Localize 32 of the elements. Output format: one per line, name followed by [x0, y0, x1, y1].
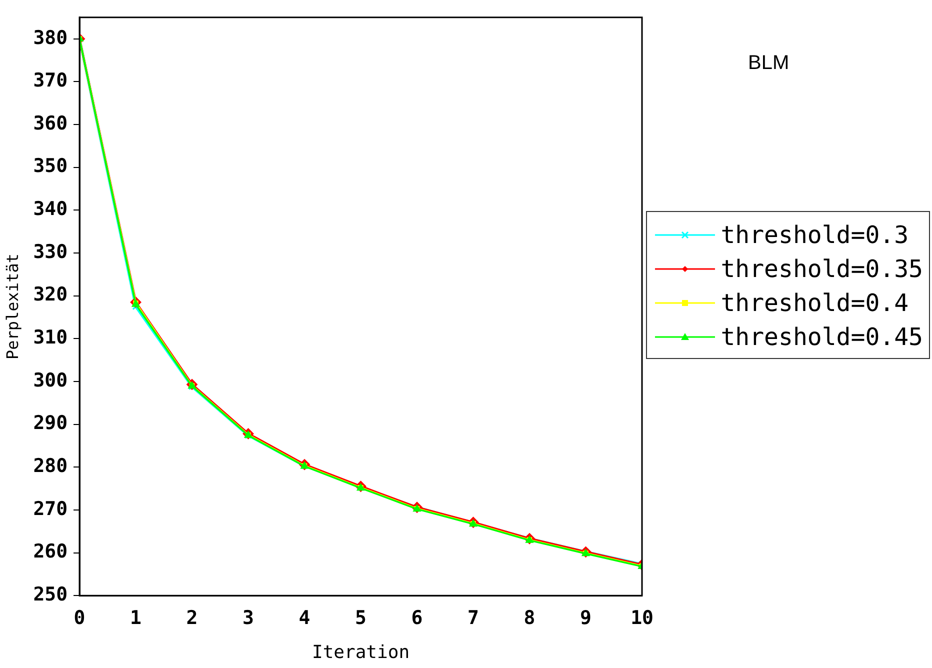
x-tick-label: 10: [630, 606, 654, 629]
x-tick-label: 3: [242, 606, 254, 629]
x-tick-label: 1: [130, 606, 142, 629]
x-tick-label: 2: [186, 606, 198, 629]
y-tick-label: 270: [33, 498, 68, 520]
x-tick-label: 7: [468, 606, 479, 629]
y-tick-label: 250: [33, 584, 68, 606]
x-tick-label: 5: [355, 606, 366, 629]
x-tick-label: 0: [74, 606, 86, 629]
x-tick-label: 4: [298, 606, 310, 629]
y-tick-label: 260: [33, 540, 68, 563]
legend-label: threshold=0.45: [720, 323, 923, 351]
x-tick-label: 8: [524, 606, 536, 629]
y-tick-label: 360: [33, 112, 68, 134]
y-tick-label: 350: [33, 155, 68, 178]
x-tick-label: 6: [411, 606, 423, 629]
x-tick-label: 9: [580, 606, 592, 629]
x-axis-title: Iteration: [312, 642, 410, 663]
legend-label: threshold=0.3: [720, 221, 909, 249]
y-tick-label: 300: [33, 369, 68, 392]
y-tick-label: 330: [33, 240, 68, 263]
y-tick-label: 340: [33, 198, 68, 220]
y-tick-label: 280: [33, 455, 68, 478]
y-tick-label: 290: [33, 412, 68, 434]
y-tick-label: 320: [33, 284, 68, 306]
y-tick-label: 370: [33, 70, 68, 92]
text: BLM: [748, 52, 790, 75]
y-tick-label: 380: [33, 26, 68, 49]
legend-label: threshold=0.35: [720, 255, 923, 283]
y-axis-title: Perplexität: [2, 254, 22, 360]
y-tick-label: 310: [33, 326, 68, 349]
legend-label: threshold=0.4: [720, 289, 909, 317]
